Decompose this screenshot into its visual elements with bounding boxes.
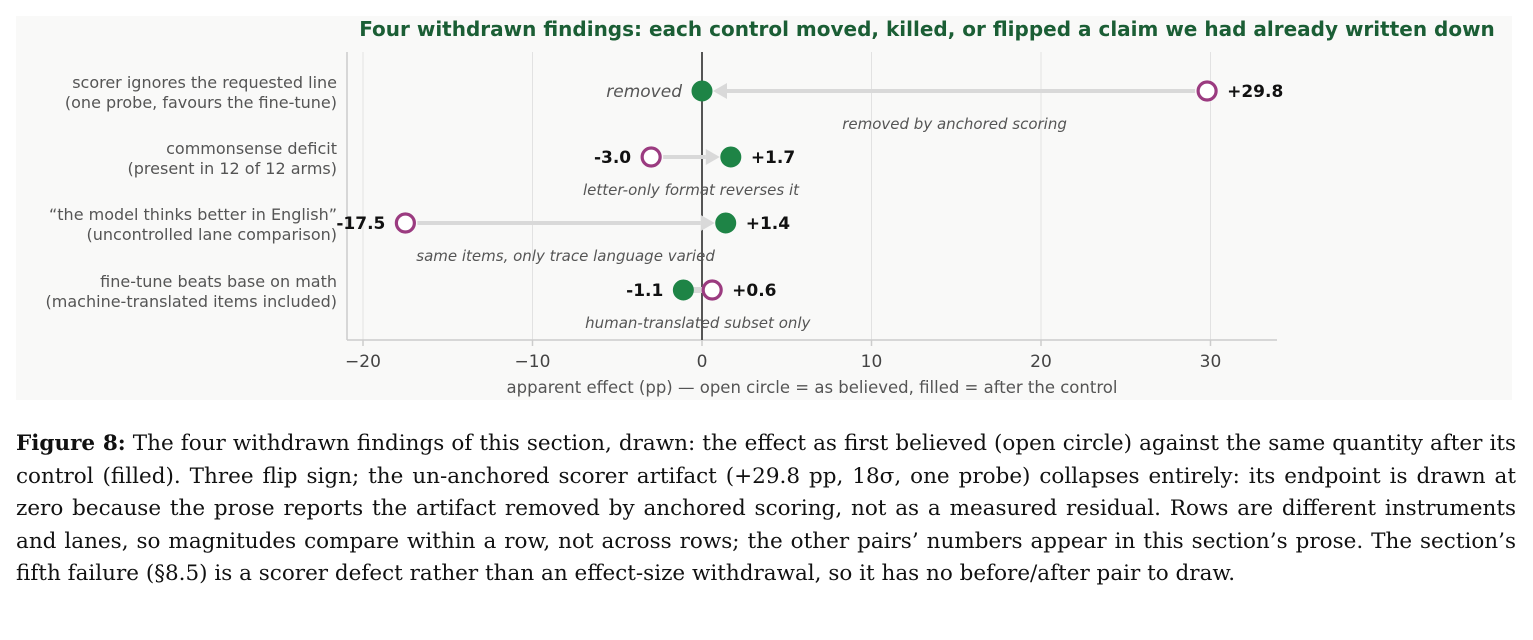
change-arrow-head: [705, 149, 720, 165]
before-point: [701, 279, 723, 301]
row-label: “the model thinks better in English”: [49, 205, 337, 224]
after-point: [672, 279, 694, 301]
x-tick-label: 20: [1030, 352, 1052, 372]
before-value-label: +29.8: [1227, 82, 1283, 102]
before-value-label: +0.6: [732, 281, 776, 301]
x-tick-label: −20: [345, 352, 381, 372]
after-point: [720, 146, 742, 168]
caption-label: Figure 8:: [16, 431, 126, 456]
before-point: [394, 212, 416, 234]
before-point: [640, 146, 662, 168]
after-value-label: -1.1: [626, 281, 663, 301]
dumbbell-chart: Four withdrawn findings: each control mo…: [16, 16, 1512, 400]
row-sublabel: (one probe, favours the fine-tune): [65, 93, 337, 112]
chart-figure: Four withdrawn findings: each control mo…: [16, 16, 1512, 400]
change-arrow-head: [700, 215, 715, 231]
row-sublabel: (machine-translated items included): [46, 292, 337, 311]
after-value-label: +1.4: [746, 214, 791, 234]
caption-text: The four withdrawn findings of this sect…: [16, 431, 1516, 586]
before-value-label: -3.0: [594, 148, 631, 168]
figure-caption: Figure 8: The four withdrawn findings of…: [16, 428, 1516, 591]
before-value-label: -17.5: [336, 214, 385, 234]
row-sublabel: (present in 12 of 12 arms): [128, 159, 337, 178]
row-sublabel: (uncontrolled lane comparison): [87, 225, 338, 244]
x-axis-label: apparent effect (pp) — open circle = as …: [507, 378, 1118, 397]
change-arrow-head: [713, 83, 727, 99]
row-label: scorer ignores the requested line: [72, 73, 337, 92]
x-tick-label: 10: [861, 352, 883, 372]
row-annotation: human-translated subset only: [585, 314, 811, 332]
plot-panel: [16, 16, 1512, 400]
after-value-label: +1.7: [751, 148, 795, 168]
before-point: [1196, 80, 1218, 102]
chart-title: Four withdrawn findings: each control mo…: [359, 17, 1495, 41]
x-tick-label: 30: [1200, 352, 1222, 372]
x-tick-label: 0: [697, 352, 708, 372]
after-point: [715, 212, 737, 234]
row-annotation: same items, only trace language varied: [416, 247, 715, 265]
row-annotation: letter-only format reverses it: [583, 181, 800, 199]
row-annotation: removed by anchored scoring: [842, 115, 1067, 133]
row-label: commonsense deficit: [166, 139, 337, 158]
row-label: fine-tune beats base on math: [100, 272, 337, 291]
after-value-label: removed: [606, 82, 682, 102]
x-tick-label: −10: [515, 352, 551, 372]
after-point: [691, 80, 713, 102]
